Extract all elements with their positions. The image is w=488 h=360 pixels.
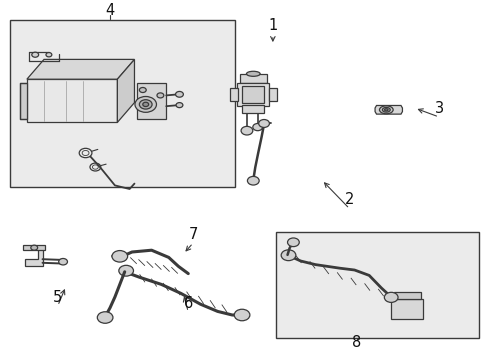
Circle shape [175,91,183,97]
Bar [242,86,264,103]
Circle shape [32,52,39,57]
Polygon shape [25,248,42,266]
Ellipse shape [384,109,387,111]
Ellipse shape [382,108,389,112]
Bar [239,74,266,83]
Polygon shape [137,83,166,119]
Circle shape [59,258,67,265]
Polygon shape [27,79,117,122]
Circle shape [46,53,52,57]
Bar [237,83,268,106]
Bar [268,88,276,101]
Circle shape [234,309,249,321]
Text: 4: 4 [105,3,114,18]
Text: 1: 1 [268,18,277,33]
Text: 3: 3 [434,100,443,116]
Circle shape [139,100,152,109]
Circle shape [139,87,146,93]
Circle shape [241,126,252,135]
Polygon shape [20,83,27,119]
Text: 5: 5 [53,289,62,305]
Circle shape [252,123,262,131]
Polygon shape [374,105,402,114]
Ellipse shape [246,71,260,76]
Circle shape [258,120,269,127]
Bar [276,232,478,338]
Bar [242,105,264,113]
Circle shape [119,265,133,276]
Polygon shape [27,59,134,79]
Circle shape [157,93,163,98]
Text: 7: 7 [188,226,198,242]
Polygon shape [117,59,134,122]
Circle shape [384,292,397,302]
Bar [390,299,422,319]
Circle shape [97,312,113,323]
Bar [10,20,234,187]
Bar [229,88,237,101]
Ellipse shape [379,106,392,114]
Circle shape [176,103,183,108]
Circle shape [31,245,38,250]
Bar [393,292,420,299]
Text: 6: 6 [183,296,192,311]
Circle shape [135,96,156,112]
Circle shape [247,176,259,185]
Circle shape [142,102,148,107]
Polygon shape [23,245,45,250]
Circle shape [112,251,127,262]
Text: 8: 8 [352,335,361,350]
Circle shape [281,250,295,261]
Circle shape [287,238,299,247]
Text: 2: 2 [344,192,354,207]
